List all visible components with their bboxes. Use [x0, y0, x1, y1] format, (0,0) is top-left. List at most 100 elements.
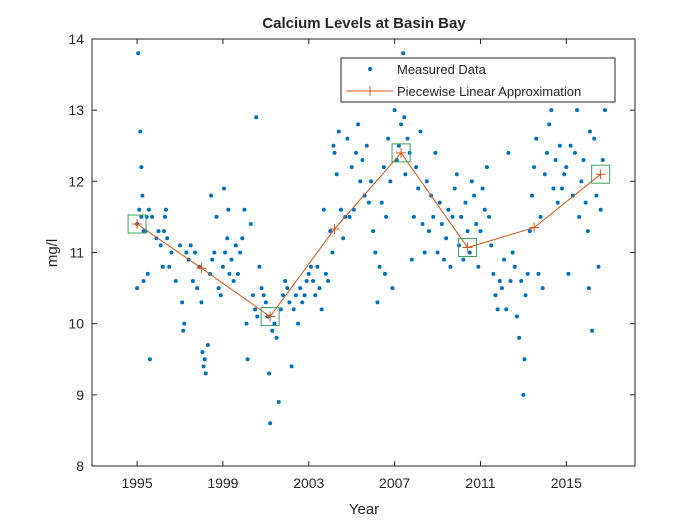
- measured-data-point: [257, 264, 262, 269]
- line-vertex-marker: [529, 222, 540, 233]
- measured-data-point: [302, 293, 307, 298]
- measured-data-point: [274, 335, 279, 340]
- measured-data-point: [218, 293, 223, 298]
- measured-data-point: [214, 214, 219, 219]
- measured-data-point: [188, 243, 193, 248]
- measured-data-point: [304, 278, 309, 283]
- measured-data-point: [289, 364, 294, 369]
- measured-data-point: [332, 150, 337, 155]
- measured-data-point: [594, 193, 599, 198]
- measured-data-point: [253, 307, 258, 312]
- measured-data-point: [238, 250, 243, 255]
- legend-measured-marker: [368, 67, 372, 71]
- measured-data-point: [180, 300, 185, 305]
- measured-data-point: [226, 207, 231, 212]
- measured-data-point: [411, 214, 416, 219]
- measured-data-point: [538, 214, 543, 219]
- measured-data-point: [484, 165, 489, 170]
- measured-data-point: [512, 264, 517, 269]
- measured-data-point: [399, 122, 404, 127]
- measured-data-point: [317, 286, 322, 291]
- measured-data-point: [590, 328, 595, 333]
- measured-data-point: [450, 214, 455, 219]
- measured-data-point: [240, 236, 245, 241]
- measured-data-point: [422, 250, 427, 255]
- measured-data-point: [420, 222, 425, 227]
- measured-data-point: [145, 271, 150, 276]
- measured-data-point: [223, 250, 228, 255]
- measured-data-point: [235, 271, 240, 276]
- piecewise-line: [136, 152, 602, 318]
- measured-data-point: [287, 300, 292, 305]
- measured-data-point: [437, 200, 442, 205]
- piecewise-linear-series: [132, 147, 606, 322]
- measured-data-point: [386, 136, 391, 141]
- measured-data-point: [136, 51, 141, 56]
- measured-data-point: [476, 264, 481, 269]
- measured-data-point: [585, 229, 590, 234]
- measured-data-point: [315, 264, 320, 269]
- measured-data-point: [514, 314, 519, 319]
- measured-data-point: [220, 264, 225, 269]
- measured-data-point: [336, 129, 341, 134]
- measured-data-point: [562, 172, 567, 177]
- measured-data-point: [177, 243, 182, 248]
- measured-data-point: [551, 186, 556, 191]
- measured-data-point: [469, 179, 474, 184]
- measured-data-point: [431, 214, 436, 219]
- measured-data-point: [164, 207, 169, 212]
- measured-data-point: [532, 165, 537, 170]
- measured-data-point: [375, 300, 380, 305]
- x-tick-label: 2011: [465, 475, 495, 491]
- measured-data-point: [482, 207, 487, 212]
- measured-data-point: [250, 293, 255, 298]
- measured-data-point: [328, 229, 333, 234]
- measured-data-point: [392, 108, 397, 113]
- measured-data-point: [402, 115, 407, 120]
- measured-data-point: [138, 129, 143, 134]
- measured-data-series: [135, 51, 607, 426]
- measured-data-point: [158, 243, 163, 248]
- measured-data-point: [225, 236, 230, 241]
- measured-data-point: [147, 357, 152, 362]
- x-tick-label: 2003: [293, 475, 324, 491]
- chart-title: Calcium Levels at Basin Bay: [262, 15, 466, 32]
- measured-data-point: [459, 214, 464, 219]
- measured-data-point: [216, 286, 221, 291]
- measured-data-point: [212, 250, 217, 255]
- measured-data-point: [542, 172, 547, 177]
- x-tick-label: 2007: [379, 475, 410, 491]
- measured-data-point: [326, 278, 331, 283]
- measured-data-point: [199, 300, 204, 305]
- measured-data-point: [504, 307, 509, 312]
- measured-data-point: [495, 307, 500, 312]
- measured-data-point: [338, 207, 343, 212]
- measured-data-point: [245, 357, 250, 362]
- x-axis-title: Year: [349, 501, 379, 518]
- measured-data-point: [298, 286, 303, 291]
- measured-data-point: [506, 150, 511, 155]
- y-tick-label: 8: [76, 458, 84, 474]
- measured-data-point: [583, 200, 588, 205]
- measured-data-point: [441, 257, 446, 262]
- measured-data-point: [209, 193, 214, 198]
- measured-data-point: [248, 222, 253, 227]
- measured-data-point: [534, 136, 539, 141]
- measured-data-point: [283, 278, 288, 283]
- measured-data-point: [581, 157, 586, 162]
- measured-data-point: [231, 278, 236, 283]
- measured-data-point: [330, 250, 335, 255]
- measured-data-point: [358, 179, 363, 184]
- measured-data-point: [308, 264, 313, 269]
- measured-data-point: [474, 222, 479, 227]
- plot-area: [91, 38, 636, 467]
- measured-data-point: [276, 399, 281, 404]
- measured-data-point: [439, 222, 444, 227]
- measured-data-point: [416, 186, 421, 191]
- measured-data-point: [405, 136, 410, 141]
- measured-data-point: [296, 321, 301, 326]
- measured-data-point: [489, 243, 494, 248]
- measured-data-point: [549, 108, 554, 113]
- line-vertex-marker: [396, 147, 407, 158]
- plot-background: [92, 39, 635, 466]
